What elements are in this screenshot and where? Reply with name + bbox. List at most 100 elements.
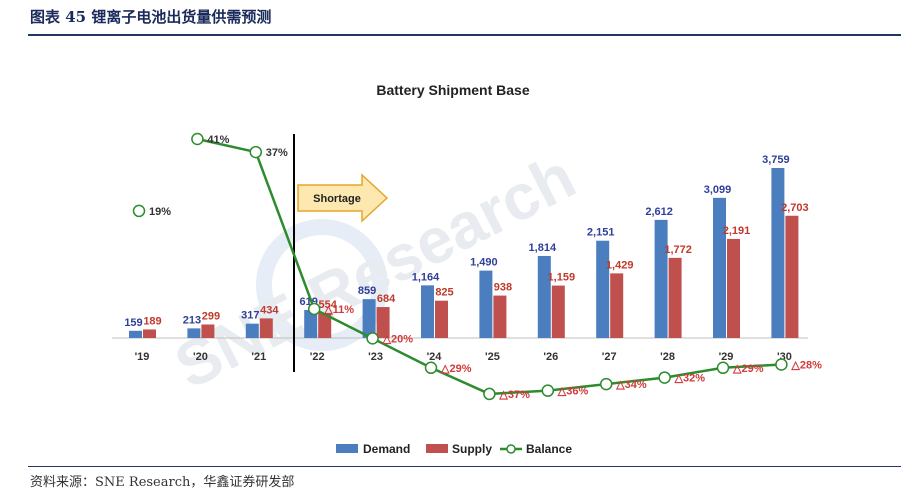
- balance-label-10: △29%: [732, 363, 764, 375]
- legend-demand-label: Demand: [363, 442, 410, 456]
- shortage-label: Shortage: [313, 193, 361, 205]
- balance-label-11: △28%: [790, 360, 822, 372]
- shortage-callout: Shortage: [297, 173, 389, 223]
- supply-bar-11: [785, 215, 799, 338]
- x-tick-1: '20: [193, 351, 208, 363]
- demand-bar-3: [304, 310, 318, 338]
- supply-label-6: 938: [494, 282, 512, 294]
- x-tick-7: '26: [543, 351, 558, 363]
- supply-label-8: 1,429: [606, 259, 634, 271]
- balance-point-4: [366, 332, 379, 345]
- supply-bar-2: [259, 318, 273, 338]
- x-tick-9: '28: [660, 351, 675, 363]
- supply-bar-3: [318, 312, 332, 338]
- demand-bar-10: [713, 197, 726, 338]
- demand-bar-9: [654, 219, 668, 338]
- balance-label-0: 19%: [149, 206, 171, 218]
- demand-label-10: 3,099: [704, 184, 732, 196]
- x-tick-5: '24: [427, 351, 443, 363]
- supply-bar-5: [435, 300, 448, 338]
- legend-balance-label: Balance: [526, 442, 572, 456]
- demand-bar-7: [537, 255, 551, 338]
- balance-point-9: [658, 371, 671, 384]
- supply-bar-4: [376, 307, 390, 338]
- supply-label-4: 684: [377, 293, 396, 305]
- source-note: 资料来源：SNE Research，华鑫证券研发部: [30, 475, 295, 490]
- x-tick-10: '29: [719, 351, 734, 363]
- balance-point-6: [483, 387, 496, 401]
- balance-point-7: [541, 384, 555, 397]
- demand-bar-5: [421, 285, 434, 338]
- balance-label-7: △36%: [557, 386, 589, 398]
- demand-label-4: 859: [358, 285, 376, 297]
- demand-bar-0: [129, 330, 142, 338]
- supply-bar-6: [493, 295, 507, 338]
- legend-supply-label: Supply: [452, 442, 492, 456]
- watermark-ring-icon: [256, 219, 388, 351]
- x-tick-2: '21: [251, 351, 266, 363]
- supply-bar-0: [143, 329, 156, 338]
- balance-point-3: [307, 302, 321, 316]
- demand-bar-6: [479, 270, 493, 338]
- watermark-text: SNE Research: [164, 140, 587, 403]
- supply-label-5: 825: [435, 287, 453, 299]
- legend-supply-swatch: [426, 444, 448, 453]
- balance-point-1: [191, 132, 204, 146]
- x-tick-3: '22: [310, 351, 325, 363]
- demand-label-6: 1,490: [470, 257, 498, 269]
- title-rule: [28, 34, 901, 36]
- shipment-chart: SNE Research Battery Shipment Base Short…: [112, 82, 822, 456]
- demand-label-2: 317: [241, 310, 259, 322]
- legend-balance-marker-icon: [506, 444, 516, 454]
- balance-label-5: △29%: [440, 363, 472, 375]
- demand-label-9: 2,612: [645, 206, 673, 218]
- balance-label-9: △32%: [674, 373, 706, 385]
- demand-label-11: 3,759: [762, 154, 790, 166]
- figure-title: 图表 45 锂离子电池出货量供需预测: [30, 8, 272, 26]
- footer-rule: [28, 466, 901, 467]
- balance-label-3: △11%: [323, 304, 354, 316]
- demand-label-5: 1,164: [412, 271, 440, 283]
- balance-point-0: [132, 204, 146, 218]
- bars: [129, 168, 799, 338]
- x-tick-0: '19: [135, 351, 150, 363]
- supply-label-3: 554: [319, 299, 338, 311]
- supply-label-11: 2,703: [781, 202, 809, 214]
- x-tick-4: '23: [368, 351, 383, 363]
- demand-bar-11: [771, 168, 785, 338]
- x-ticks: '19'20'21'22'23'24'25'26'27'28'29'30: [135, 351, 792, 363]
- x-tick-8: '27: [602, 351, 617, 363]
- balance-label-6: △37%: [498, 389, 530, 401]
- x-tick-6: '25: [485, 351, 500, 363]
- demand-label-0: 159: [124, 317, 142, 329]
- supply-label-7: 1,159: [548, 272, 576, 284]
- balance-line-group: 19% 41% 37% △11% △20% △29% △37% △36% △34% △32% △29…: [132, 132, 822, 401]
- supply-bar-7: [551, 285, 565, 338]
- balance-point-10: [716, 361, 730, 375]
- supply-bar-1: [201, 324, 215, 338]
- balance-label-8: △34%: [615, 379, 647, 391]
- watermark: SNE Research: [164, 140, 587, 403]
- chart-title: Battery Shipment Base: [376, 82, 529, 98]
- balance-label-2: 37%: [266, 147, 288, 159]
- demand-label-1: 213: [183, 314, 201, 326]
- supply-bar-10: [727, 238, 740, 338]
- balance-point-2: [249, 145, 263, 159]
- balance-point-11: [775, 358, 788, 371]
- legend: Demand Supply Balance: [336, 442, 572, 456]
- demand-bar-1: [187, 328, 201, 338]
- balance-label-1: 41%: [207, 134, 229, 146]
- supply-label-2: 434: [260, 304, 279, 316]
- legend-demand-swatch: [336, 444, 358, 453]
- balance-point-8: [599, 377, 613, 391]
- supply-label-9: 1,772: [664, 244, 692, 256]
- demand-bar-2: [245, 323, 259, 338]
- shortage-arrow-icon: [297, 173, 389, 223]
- supply-bar-8: [610, 273, 624, 338]
- supply-label-0: 189: [143, 315, 161, 327]
- demand-label-8: 2,151: [587, 227, 615, 239]
- supply-label-1: 299: [202, 310, 220, 322]
- demand-bar-8: [596, 240, 610, 338]
- supply-label-10: 2,191: [723, 225, 751, 237]
